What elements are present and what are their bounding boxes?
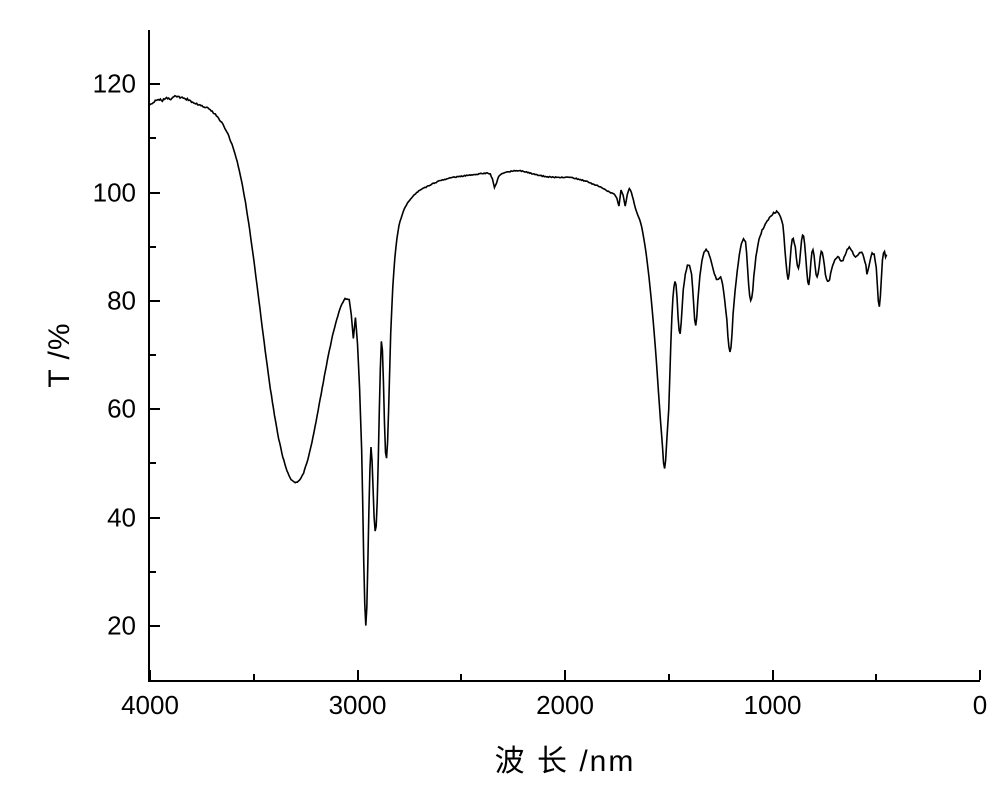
x-tick-label: 1000	[744, 690, 802, 721]
y-tick-label: 40	[107, 502, 136, 533]
y-tick-label: 80	[107, 285, 136, 316]
plot-area: 01000200030004000 20406080100120	[150, 30, 980, 680]
x-tick-label: 4000	[121, 690, 179, 721]
y-tick-label: 100	[93, 177, 136, 208]
y-tick-label: 20	[107, 610, 136, 641]
x-axis-line	[150, 680, 980, 682]
y-tick-label: 120	[93, 69, 136, 100]
y-axis-label: T /%	[43, 322, 77, 387]
x-axis-label: 波 长 /nm	[495, 736, 636, 780]
y-tick-label: 60	[107, 394, 136, 425]
x-tick-label: 3000	[329, 690, 387, 721]
x-tick-label: 0	[973, 690, 987, 721]
spectrum-line	[150, 30, 980, 680]
x-tick-label: 2000	[536, 690, 594, 721]
